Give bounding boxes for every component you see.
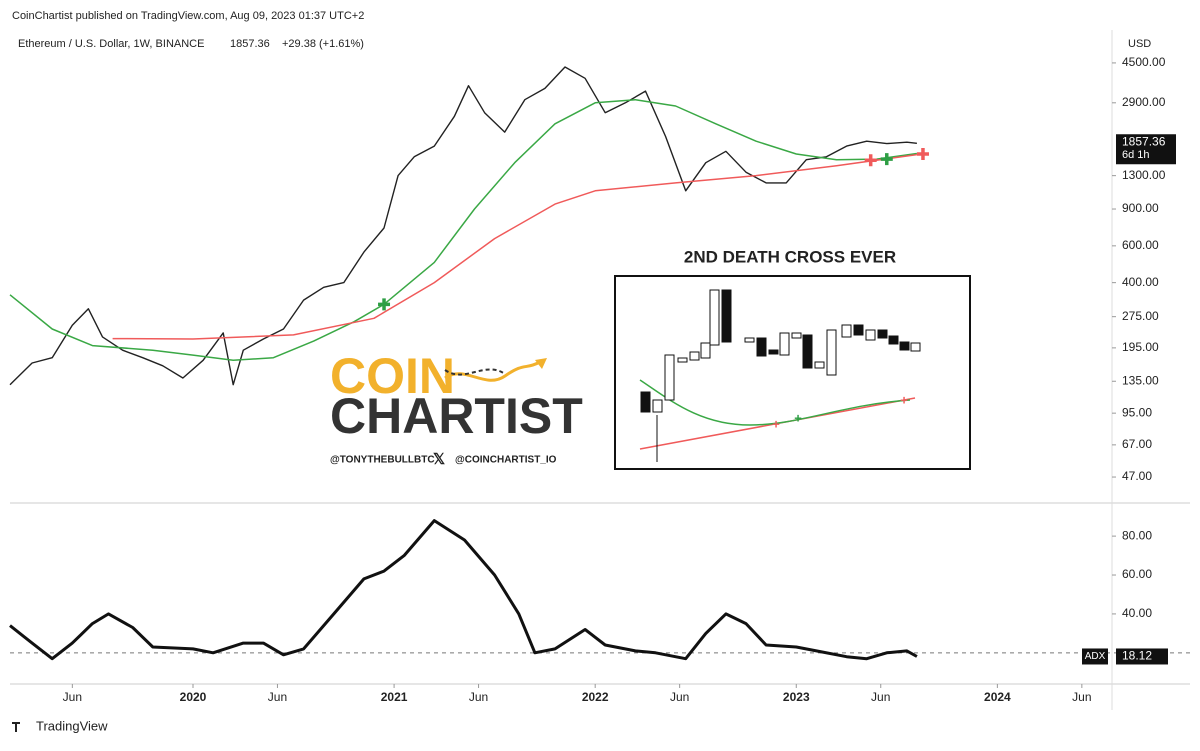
logo-bottom: CHARTIST (330, 388, 583, 444)
x-tick-label: 2020 (180, 690, 207, 704)
y-tick-label: 195.00 (1122, 340, 1159, 354)
x-tick-label: Jun (1072, 690, 1091, 704)
last-price: 1857.36 (230, 38, 270, 50)
price-change: +29.38 (+1.61%) (282, 38, 364, 50)
x-tick-label: 2021 (381, 690, 408, 704)
x-logo: 𝕏 (433, 451, 445, 468)
crossover (864, 154, 877, 167)
x-tick-label: Jun (871, 690, 890, 704)
inset: + + + (614, 275, 971, 470)
y-tick-label: 95.00 (1122, 405, 1152, 419)
tv-logo (12, 722, 20, 732)
x-tick-label: 2022 (582, 690, 609, 704)
x-tick-label: Jun (670, 690, 689, 704)
price-tag-value: 1857.36 (1122, 134, 1166, 148)
series-line (112, 153, 918, 340)
y-tick-label: 60.00 (1122, 567, 1152, 581)
footer: TradingView (36, 718, 108, 733)
x-tick-label: Jun (268, 690, 287, 704)
x-tick-label: Jun (63, 690, 82, 704)
x-tick-label: 2024 (984, 690, 1011, 704)
logo-swoosh (444, 360, 541, 382)
indicator-tag (1116, 648, 1168, 665)
series-line (9, 519, 918, 661)
indicator-name: ADX (1085, 651, 1106, 662)
indicator-value: 18.12 (1122, 649, 1152, 663)
symbol: Ethereum / U.S. Dollar, 1W, BINANCE (18, 38, 204, 50)
y-tick-label: 1300.00 (1122, 168, 1166, 182)
y-tick-label: 900.00 (1122, 201, 1159, 215)
price-tag-countdown: 6d 1h (1122, 149, 1150, 161)
y-tick-label: 400.00 (1122, 275, 1159, 289)
logo-top: COIN (330, 348, 455, 404)
crossover (378, 298, 391, 311)
logo-swoosh (444, 368, 506, 376)
y-tick-label: 4500.00 (1122, 55, 1166, 69)
indicator-tag (1082, 648, 1108, 665)
x-tick-label: Jun (469, 690, 488, 704)
handle: @COINCHARTIST_IO (455, 455, 557, 466)
series-line (9, 98, 918, 362)
inset-cross: + (794, 410, 802, 425)
inset-cross: + (772, 416, 780, 431)
y-tick-label: 2900.00 (1122, 95, 1166, 109)
y-tick-label: 600.00 (1122, 238, 1159, 252)
price-tag (1116, 134, 1176, 165)
y-tick-label: 47.00 (1122, 469, 1152, 483)
inset-cross: + (900, 392, 908, 407)
crossover (880, 153, 893, 166)
y-tick-label: 275.00 (1122, 309, 1159, 323)
series-line (9, 66, 917, 386)
handle: @TONYTHEBULLBTC (330, 455, 435, 466)
y-tick-label: 80.00 (1122, 528, 1152, 542)
y-tick-label: 67.00 (1122, 437, 1152, 451)
y-tick-label: 135.00 (1122, 373, 1159, 387)
inset-candles (640, 289, 921, 462)
crossover (916, 147, 929, 160)
y-tick-label: 40.00 (1122, 606, 1152, 620)
x-tick-label: 2023 (783, 690, 810, 704)
publisher: CoinChartist published on TradingView.co… (12, 10, 364, 22)
logo-arrow (535, 358, 547, 369)
inset-title: 2ND DEATH CROSS EVER (684, 247, 896, 266)
currency: USD (1128, 38, 1151, 50)
